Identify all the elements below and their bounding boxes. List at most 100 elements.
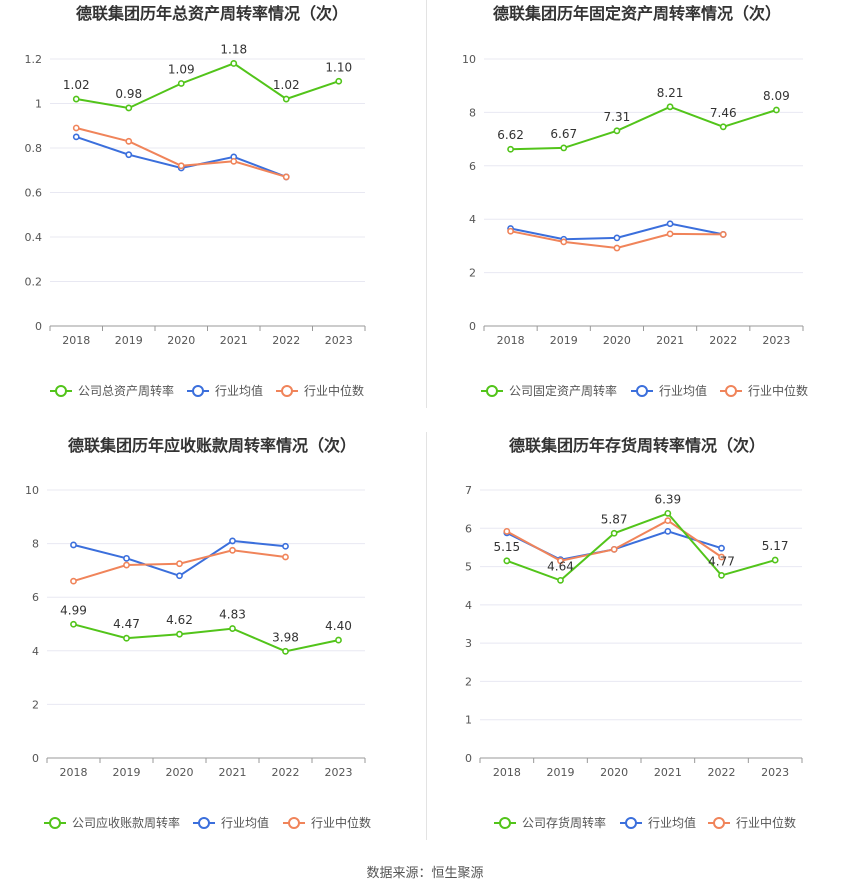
legend-label: 公司存货周转率 xyxy=(522,815,606,830)
legend-item: 行业均值 xyxy=(620,815,696,830)
x-tick-label: 2022 xyxy=(272,334,300,347)
data-point-median xyxy=(557,557,564,565)
x-tick-label: 2022 xyxy=(708,766,736,779)
data-point-avg xyxy=(125,151,133,159)
legend-marker xyxy=(486,385,498,397)
data-point-median xyxy=(560,238,568,246)
x-tick-label: 2019 xyxy=(115,334,143,347)
data-point-median xyxy=(613,244,621,252)
data-point-company xyxy=(664,509,672,517)
divider xyxy=(426,432,427,840)
x-tick-label: 2019 xyxy=(547,766,575,779)
x-tick-label: 2019 xyxy=(113,766,141,779)
legend-item: 公司总资产周转率 xyxy=(50,383,174,398)
data-point-company xyxy=(503,557,511,565)
chart-receivables-turnover: 德联集团历年应收账款周转率情况（次） 0 2 4 6 8 10 2018 2019 2020 202… xyxy=(0,432,425,862)
legend-label: 行业中位数 xyxy=(736,815,796,830)
y-tick-label: 4 xyxy=(465,599,472,612)
legend-item: 行业中位数 xyxy=(720,383,808,398)
chart-svg: 德联集团历年总资产周转率情况（次） 0 0.2 0.4 0.6 0.8 1 1.2 2018 20… xyxy=(25,4,366,398)
data-point-company xyxy=(72,95,80,103)
legend-label: 行业均值 xyxy=(648,815,696,830)
legend-marker xyxy=(55,385,67,397)
x-tick-label: 2022 xyxy=(272,766,300,779)
y-tick-label: 5 xyxy=(465,561,472,574)
data-point-median xyxy=(282,553,289,561)
y-tick-label: 10 xyxy=(462,53,476,66)
y-tick-label: 6 xyxy=(469,160,476,173)
data-point-median xyxy=(177,162,185,170)
data-label: 3.98 xyxy=(272,630,299,644)
legend-marker xyxy=(288,817,300,829)
data-point-median xyxy=(507,227,514,235)
data-point-median xyxy=(282,173,290,181)
data-point-company xyxy=(719,123,727,131)
data-point-median xyxy=(664,517,672,525)
data-point-median xyxy=(719,231,727,238)
data-point-company xyxy=(666,103,674,111)
legend-marker xyxy=(198,817,210,829)
data-point-median xyxy=(123,561,130,569)
y-tick-label: 8 xyxy=(32,538,39,551)
x-tick-label: 2023 xyxy=(325,766,353,779)
data-label: 6.62 xyxy=(497,128,524,142)
y-tick-label: 0 xyxy=(32,752,39,765)
data-label: 6.39 xyxy=(654,492,681,506)
x-tick-label: 2020 xyxy=(603,334,631,347)
legend-item: 行业中位数 xyxy=(276,383,364,398)
data-point-median xyxy=(176,560,183,568)
data-label: 4.47 xyxy=(113,617,140,631)
y-tick-label: 0 xyxy=(465,752,472,765)
chart-title: 德联集团历年固定资产周转率情况（次） xyxy=(493,4,781,23)
legend-item: 行业中位数 xyxy=(283,815,371,830)
data-label: 4.64 xyxy=(547,559,574,573)
data-point-avg xyxy=(229,537,236,545)
legend-label: 行业中位数 xyxy=(748,383,808,398)
legend-item: 行业均值 xyxy=(187,383,263,398)
data-label: 8.09 xyxy=(763,89,790,103)
data-label: 1.10 xyxy=(325,60,352,74)
x-tick-label: 2018 xyxy=(60,766,88,779)
data-point-company xyxy=(773,106,780,114)
data-point-company xyxy=(335,636,342,644)
data-label: 4.40 xyxy=(325,619,352,633)
legend-marker xyxy=(713,817,725,829)
series-line-company xyxy=(76,62,340,110)
y-tick-label: 2 xyxy=(469,267,476,280)
chart-title: 德联集团历年存货周转率情况（次） xyxy=(509,436,765,455)
x-tick-label: 2021 xyxy=(220,334,248,347)
data-label: 6.67 xyxy=(550,127,577,141)
legend-marker xyxy=(281,385,293,397)
x-tick-label: 2018 xyxy=(493,766,521,779)
y-tick-label: 0.2 xyxy=(25,276,43,289)
data-point-company xyxy=(335,77,343,85)
data-point-median xyxy=(70,577,77,585)
y-tick-label: 10 xyxy=(25,484,39,497)
data-point-company xyxy=(718,571,725,579)
x-tick-label: 2018 xyxy=(497,334,525,347)
y-tick-label: 3 xyxy=(465,637,472,650)
data-label: 1.02 xyxy=(63,78,90,92)
data-point-company xyxy=(610,529,618,537)
data-label: 7.46 xyxy=(710,106,737,120)
data-point-company xyxy=(230,60,238,67)
data-label: 1.02 xyxy=(273,78,300,92)
data-point-avg xyxy=(613,234,621,242)
data-point-avg xyxy=(176,572,183,580)
y-tick-label: 0 xyxy=(469,320,476,333)
legend-marker xyxy=(625,817,637,829)
y-tick-label: 4 xyxy=(469,213,476,226)
data-point-company xyxy=(123,634,130,642)
legend-label: 公司总资产周转率 xyxy=(78,383,174,398)
x-tick-label: 2020 xyxy=(600,766,628,779)
legend-marker xyxy=(636,385,648,397)
data-point-company xyxy=(771,556,779,564)
x-tick-label: 2019 xyxy=(550,334,578,347)
legend-label: 行业均值 xyxy=(215,383,263,398)
y-tick-label: 8 xyxy=(469,106,476,119)
chart-svg: 德联集团历年存货周转率情况（次） 0 1 2 3 4 5 6 7 2018 2019 2020 2021… xyxy=(465,436,803,830)
data-label: 8.21 xyxy=(657,86,684,100)
legend-label: 公司固定资产周转率 xyxy=(509,383,617,398)
data-point-company xyxy=(557,576,564,584)
data-label: 1.09 xyxy=(168,62,195,76)
